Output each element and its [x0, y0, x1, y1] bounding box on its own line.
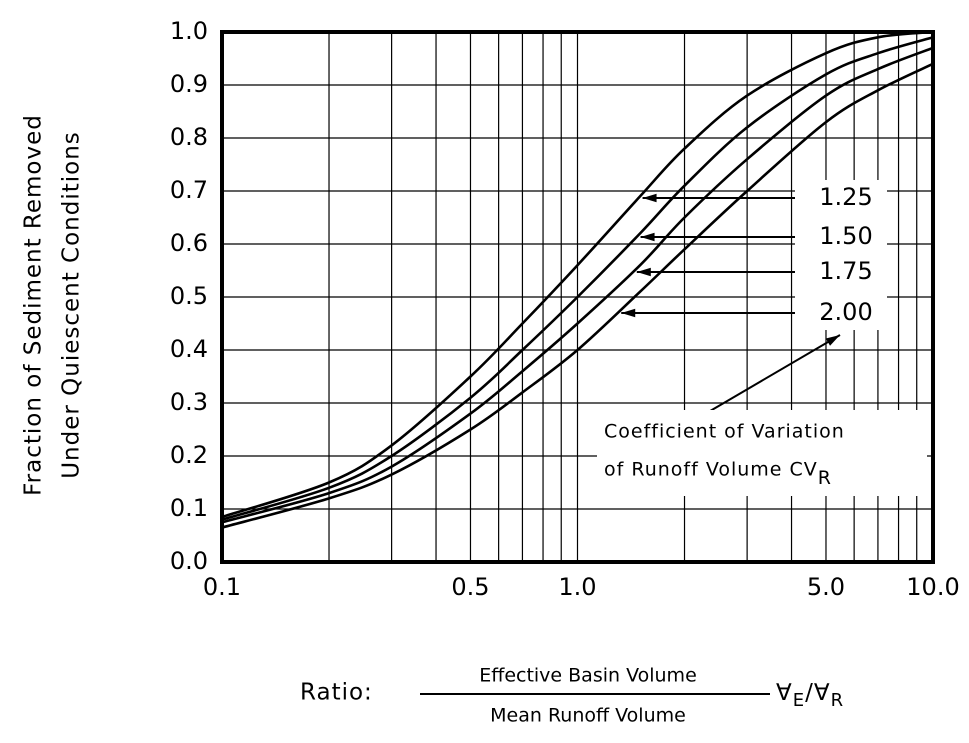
y-tick-label: 0.8 [170, 123, 208, 151]
annotation-line: Coefficient of Variation [604, 421, 845, 443]
plot-frame [220, 30, 935, 564]
x-axis-symbol: ∀E/∀R [776, 680, 844, 712]
symbol: ∀ [776, 680, 793, 706]
x-tick-label: 0.1 [203, 573, 241, 601]
subscript: R [818, 467, 832, 489]
y-tick-label: 0.7 [170, 176, 208, 204]
subscript: E [793, 690, 805, 711]
legend-label: 1.50 [819, 222, 872, 250]
y-tick-label: 0.1 [170, 494, 208, 522]
x-axis-title: Effective Basin Volume [479, 665, 697, 687]
x-tick-label: 1.0 [558, 573, 596, 601]
label-box [795, 180, 887, 330]
y-tick-label: 0.3 [170, 388, 208, 416]
x-tick-label: 0.5 [451, 573, 489, 601]
legend-label: 1.25 [819, 183, 872, 211]
series-line [222, 46, 933, 524]
y-tick-label: 0.5 [170, 282, 208, 310]
series-line [222, 36, 933, 521]
x-tick-label: 5.0 [807, 573, 845, 601]
x-axis-title: Mean Runoff Volume [490, 705, 686, 727]
y-axis-title: Under Quiescent Conditions [59, 131, 85, 479]
y-axis-title: Fraction of Sediment Removed [21, 114, 47, 496]
x-axis-title: Ratio: [300, 680, 373, 706]
y-tick-label: 0.2 [170, 441, 208, 469]
y-tick-label: 1.0 [170, 17, 208, 45]
annotation-arrow [704, 334, 841, 415]
series-line [222, 32, 933, 519]
legend-label: 2.00 [819, 298, 872, 326]
x-tick-label: 10.0 [906, 573, 959, 601]
legend-label: 1.75 [819, 257, 872, 285]
series-line [222, 62, 933, 529]
y-tick-label: 0.9 [170, 70, 208, 98]
symbol: /∀ [805, 680, 830, 706]
annotation-box [597, 410, 927, 496]
y-tick-label: 0.4 [170, 335, 208, 363]
y-tick-label: 0.6 [170, 229, 208, 257]
y-tick-label: 0.0 [170, 547, 208, 575]
subscript: R [831, 690, 845, 711]
